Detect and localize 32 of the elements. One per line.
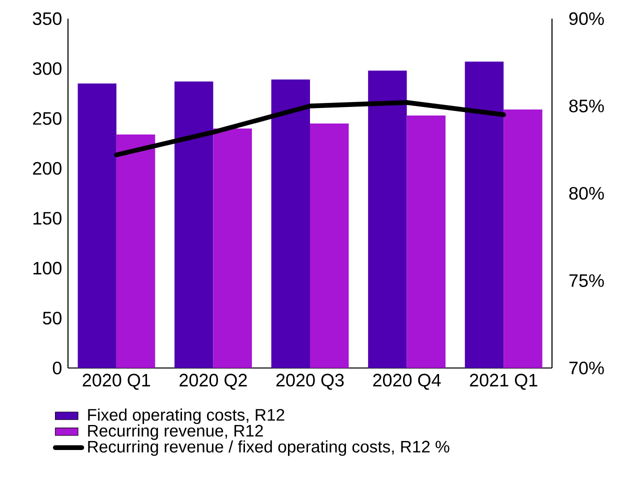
bar xyxy=(464,62,504,368)
y2-tick-label: 70% xyxy=(569,362,604,374)
x-tick-label: 2020 Q4 xyxy=(373,374,441,390)
y2-tick-label: 85% xyxy=(569,100,604,112)
bar xyxy=(213,128,252,368)
y2-tick-label: 75% xyxy=(569,274,604,287)
y-tick-label: 250 xyxy=(33,112,62,125)
y-tick-label: 50 xyxy=(42,312,62,324)
y-tick-label: 200 xyxy=(33,162,62,175)
y-tick-label: 0 xyxy=(52,362,62,374)
x-tick-label: 2020 Q3 xyxy=(276,374,344,390)
bar xyxy=(504,109,542,368)
legend-label: Recurring revenue, R12 xyxy=(88,424,263,440)
y-tick-label: 300 xyxy=(32,62,62,75)
x-tick-label: 2021 Q1 xyxy=(470,374,538,390)
line-series xyxy=(114,100,506,158)
legend-label: Recurring revenue / fixed operating costs, R12 % xyxy=(88,440,450,456)
bar xyxy=(368,70,407,368)
x-tick-label: 2020 Q1 xyxy=(82,374,150,390)
y-tick-label: 150 xyxy=(34,212,62,225)
bar xyxy=(310,123,349,368)
bar xyxy=(78,84,116,368)
legend-label: Fixed operating costs, R12 xyxy=(88,408,284,424)
y2-tick-label: 80% xyxy=(569,186,604,200)
y-tick-label: 100 xyxy=(34,262,62,275)
bar xyxy=(406,115,446,368)
y-tick-label: 350 xyxy=(32,12,62,26)
y2-tick-label: 90% xyxy=(569,12,604,26)
bar xyxy=(174,82,214,368)
bar xyxy=(116,134,156,368)
x-tick-label: 2020 Q2 xyxy=(180,374,247,390)
bar xyxy=(271,80,310,368)
